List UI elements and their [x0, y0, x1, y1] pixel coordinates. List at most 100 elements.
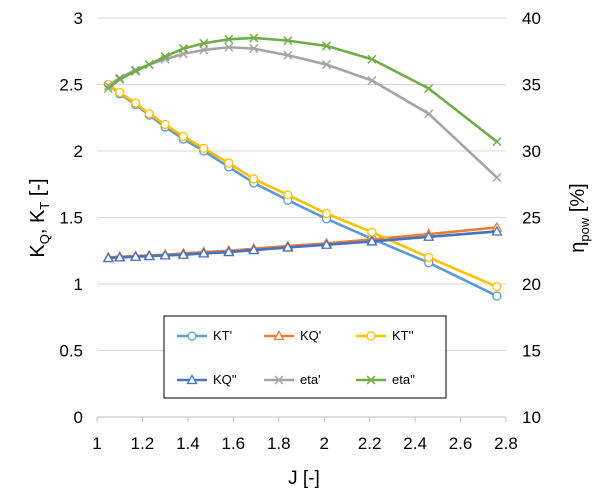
y-tick-label: 0: [74, 408, 83, 427]
y2-tick-label: 25: [522, 209, 541, 228]
axes: [96, 416, 507, 422]
data-point: [177, 248, 189, 259]
series-KT': [103, 79, 502, 301]
data-point: [224, 158, 234, 168]
data-point: [492, 173, 502, 183]
data-point: [424, 109, 434, 119]
series-line: [107, 45, 498, 179]
data-point: [144, 109, 154, 119]
x-tick-label: 2.2: [358, 434, 382, 453]
x-tick-labels: 1 1.2 1.4 1.6 1.8 2 2.2 2.4 2.6 2.8: [92, 434, 518, 453]
x-tick-label: 2.6: [449, 434, 473, 453]
data-point: [367, 75, 377, 86]
x-tick-label: 1.2: [131, 434, 155, 453]
legend-label: KQ'': [213, 372, 237, 387]
legend-entry: KT': [177, 328, 232, 343]
data-point: [143, 250, 155, 261]
data-point: [492, 137, 502, 147]
series-eta'': [103, 33, 502, 147]
y2-tick-label: 20: [522, 275, 541, 294]
x-tick-label: 2: [319, 434, 328, 453]
y-tick-labels: 0 0.5 1 1.5 2 2.5 3: [59, 9, 83, 427]
data-point: [249, 174, 259, 184]
data-point: [159, 249, 171, 260]
x-tick-label: 1: [92, 434, 101, 453]
data-point: [249, 33, 259, 43]
data-point: [199, 143, 209, 153]
y2-tick-label: 35: [522, 76, 541, 95]
data-point: [320, 238, 333, 249]
data-point: [199, 45, 209, 55]
y2-tick-label: 15: [522, 342, 541, 361]
series-layer: [102, 33, 503, 301]
data-point: [491, 225, 503, 236]
data-point: [199, 38, 209, 48]
x-tick-label: 1.8: [267, 434, 291, 453]
data-point: [103, 81, 113, 91]
data-point: [423, 230, 435, 241]
legend-label: KT'': [392, 328, 414, 343]
data-point: [424, 252, 434, 263]
y-tick-label: 2.5: [59, 76, 83, 95]
y-tick-label: 3: [74, 9, 83, 28]
y2-tick-label: 40: [522, 9, 541, 28]
y2-tick-label: 30: [522, 142, 541, 161]
legend-marker: [187, 331, 197, 341]
data-point: [321, 208, 332, 219]
x-axis-label: J [-]: [288, 468, 320, 489]
y-tick-label: 2: [74, 142, 83, 161]
y2-axis-label: ηpow [%]: [567, 183, 592, 252]
data-point: [492, 291, 502, 301]
data-point: [198, 247, 210, 258]
gridlines: [97, 17, 506, 351]
legend-entry: eta': [264, 372, 321, 387]
data-point: [321, 60, 332, 70]
x-tick-label: 1.6: [222, 434, 246, 453]
data-point: [130, 250, 142, 261]
series-KT'': [103, 79, 502, 292]
legend-box: [163, 315, 447, 399]
legend-entry: KQ'': [177, 372, 237, 387]
legend-marker: [186, 374, 198, 385]
data-point: [160, 119, 170, 130]
data-point: [115, 74, 125, 84]
data-point: [131, 66, 141, 76]
series-KQ'': [102, 225, 503, 263]
y2-tick-labels: 10 15 20 25 30 35 40: [522, 9, 541, 427]
series-line: [107, 36, 498, 143]
data-point: [224, 42, 234, 52]
series-eta': [103, 42, 502, 183]
x-tick-label: 2.8: [494, 434, 518, 453]
y-axis-label: KQ, KT [-]: [27, 178, 52, 257]
data-point: [224, 34, 234, 44]
x-tick-label: 2.4: [403, 434, 427, 453]
data-point: [178, 131, 188, 142]
data-point: [223, 246, 235, 257]
data-point: [424, 83, 434, 94]
legend-label: eta': [300, 372, 321, 387]
legend-marker: [366, 375, 376, 385]
data-point: [283, 36, 293, 46]
data-point: [144, 60, 154, 70]
data-point: [130, 98, 141, 108]
legend-entry: eta'': [356, 372, 415, 387]
y-tick-label: 1.5: [59, 209, 83, 228]
data-point: [367, 54, 377, 64]
data-point: [366, 235, 378, 246]
data-point: [115, 87, 125, 98]
y-tick-label: 0.5: [59, 342, 83, 361]
legend-label: KQ': [300, 328, 321, 343]
legend: KT' KQ' KT'' KQ'' eta' eta'': [163, 315, 447, 399]
data-point: [249, 44, 259, 54]
data-point: [102, 252, 114, 263]
data-point: [283, 50, 293, 60]
data-point: [103, 83, 113, 94]
legend-marker: [274, 375, 284, 385]
data-point: [492, 282, 502, 292]
data-point: [282, 241, 294, 252]
legend-marker: [273, 330, 285, 341]
data-point: [114, 251, 126, 262]
data-point: [283, 190, 293, 200]
